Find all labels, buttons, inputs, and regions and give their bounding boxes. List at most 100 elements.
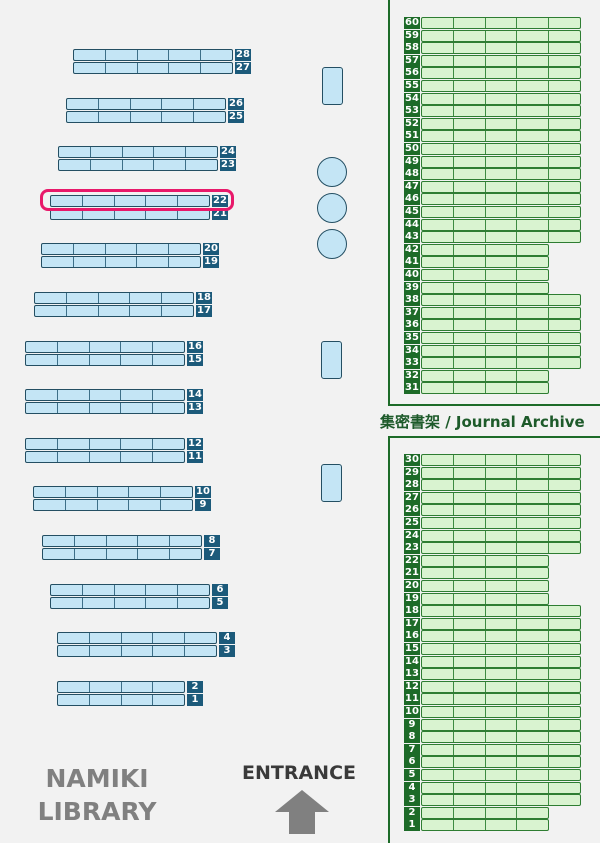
shelf-number-label[interactable]: 60 [404, 17, 420, 29]
shelf-number-label[interactable]: 28 [404, 479, 420, 491]
shelf-25[interactable] [66, 111, 226, 123]
shelf-10[interactable] [33, 486, 193, 498]
shelf-18[interactable] [421, 605, 581, 617]
shelf-4[interactable] [57, 632, 217, 644]
shelf-number-label[interactable]: 16 [187, 341, 203, 353]
shelf-11[interactable] [421, 693, 581, 705]
shelf-number-label[interactable]: 23 [220, 159, 236, 171]
shelf-number-label[interactable]: 54 [404, 93, 420, 105]
shelf-number-label[interactable]: 40 [404, 269, 420, 281]
shelf-number-label[interactable]: 53 [404, 105, 420, 117]
shelf-19[interactable] [41, 256, 201, 268]
shelf-number-label[interactable]: 12 [404, 681, 420, 693]
shelf-number-label[interactable]: 23 [404, 542, 420, 554]
shelf-number-label[interactable]: 49 [404, 156, 420, 168]
shelf-59[interactable] [421, 30, 581, 42]
shelf-number-label[interactable]: 2 [187, 681, 203, 693]
shelf-number-label[interactable]: 36 [404, 319, 420, 331]
shelf-39[interactable] [421, 282, 549, 294]
shelf-41[interactable] [421, 256, 549, 268]
shelf-number-label[interactable]: 21 [212, 208, 228, 220]
shelf-number-label[interactable]: 1 [187, 694, 203, 706]
shelf-number-label[interactable]: 58 [404, 42, 420, 54]
shelf-11[interactable] [25, 451, 185, 463]
shelf-number-label[interactable]: 57 [404, 55, 420, 67]
shelf-number-label[interactable]: 2 [404, 807, 420, 819]
shelf-number-label[interactable]: 10 [195, 486, 211, 498]
shelf-23[interactable] [58, 159, 218, 171]
shelf-number-label[interactable]: 25 [404, 517, 420, 529]
shelf-33[interactable] [421, 357, 581, 369]
shelf-58[interactable] [421, 42, 581, 54]
shelf-number-label[interactable]: 59 [404, 30, 420, 42]
shelf-number-label[interactable]: 24 [404, 530, 420, 542]
shelf-3[interactable] [57, 645, 217, 657]
shelf-20[interactable] [421, 580, 549, 592]
shelf-5[interactable] [50, 597, 210, 609]
shelf-16[interactable] [421, 630, 581, 642]
shelf-15[interactable] [421, 643, 581, 655]
shelf-27[interactable] [73, 62, 233, 74]
shelf-7[interactable] [421, 744, 581, 756]
shelf-54[interactable] [421, 93, 581, 105]
shelf-number-label[interactable]: 16 [404, 630, 420, 642]
shelf-17[interactable] [421, 618, 581, 630]
shelf-30[interactable] [421, 454, 581, 466]
shelf-number-label[interactable]: 8 [404, 731, 420, 743]
shelf-number-label[interactable]: 9 [404, 719, 420, 731]
shelf-28[interactable] [421, 479, 581, 491]
shelf-5[interactable] [421, 769, 581, 781]
shelf-number-label[interactable]: 46 [404, 193, 420, 205]
shelf-number-label[interactable]: 43 [404, 231, 420, 243]
shelf-9[interactable] [33, 499, 193, 511]
shelf-24[interactable] [58, 146, 218, 158]
shelf-22[interactable] [421, 555, 549, 567]
shelf-number-label[interactable]: 14 [187, 389, 203, 401]
shelf-19[interactable] [421, 593, 549, 605]
shelf-38[interactable] [421, 294, 581, 306]
shelf-number-label[interactable]: 17 [196, 305, 212, 317]
shelf-6[interactable] [421, 756, 581, 768]
shelf-number-label[interactable]: 10 [404, 706, 420, 718]
shelf-number-label[interactable]: 34 [404, 345, 420, 357]
shelf-number-label[interactable]: 1 [404, 819, 420, 831]
shelf-7[interactable] [42, 548, 202, 560]
shelf-number-label[interactable]: 38 [404, 294, 420, 306]
shelf-number-label[interactable]: 11 [187, 451, 203, 463]
shelf-number-label[interactable]: 18 [404, 605, 420, 617]
shelf-20[interactable] [41, 243, 201, 255]
shelf-60[interactable] [421, 17, 581, 29]
shelf-number-label[interactable]: 24 [220, 146, 236, 158]
shelf-number-label[interactable]: 19 [203, 256, 219, 268]
shelf-48[interactable] [421, 168, 581, 180]
shelf-55[interactable] [421, 80, 581, 92]
shelf-49[interactable] [421, 156, 581, 168]
shelf-4[interactable] [421, 782, 581, 794]
shelf-number-label[interactable]: 48 [404, 168, 420, 180]
shelf-number-label[interactable]: 6 [404, 756, 420, 768]
shelf-number-label[interactable]: 50 [404, 143, 420, 155]
shelf-15[interactable] [25, 354, 185, 366]
shelf-22[interactable] [50, 195, 210, 207]
shelf-28[interactable] [73, 49, 233, 61]
shelf-31[interactable] [421, 382, 549, 394]
shelf-number-label[interactable]: 26 [404, 504, 420, 516]
shelf-number-label[interactable]: 35 [404, 332, 420, 344]
shelf-3[interactable] [421, 794, 581, 806]
shelf-number-label[interactable]: 32 [404, 370, 420, 382]
shelf-number-label[interactable]: 9 [195, 499, 211, 511]
shelf-number-label[interactable]: 39 [404, 282, 420, 294]
shelf-number-label[interactable]: 27 [235, 62, 251, 74]
shelf-14[interactable] [421, 656, 581, 668]
shelf-32[interactable] [421, 370, 549, 382]
shelf-number-label[interactable]: 15 [404, 643, 420, 655]
shelf-number-label[interactable]: 13 [404, 668, 420, 680]
shelf-9[interactable] [421, 719, 581, 731]
shelf-number-label[interactable]: 21 [404, 567, 420, 579]
shelf-8[interactable] [42, 535, 202, 547]
shelf-number-label[interactable]: 18 [196, 292, 212, 304]
shelf-number-label[interactable]: 12 [187, 438, 203, 450]
shelf-number-label[interactable]: 14 [404, 656, 420, 668]
shelf-number-label[interactable]: 26 [228, 98, 244, 110]
shelf-1[interactable] [57, 694, 185, 706]
